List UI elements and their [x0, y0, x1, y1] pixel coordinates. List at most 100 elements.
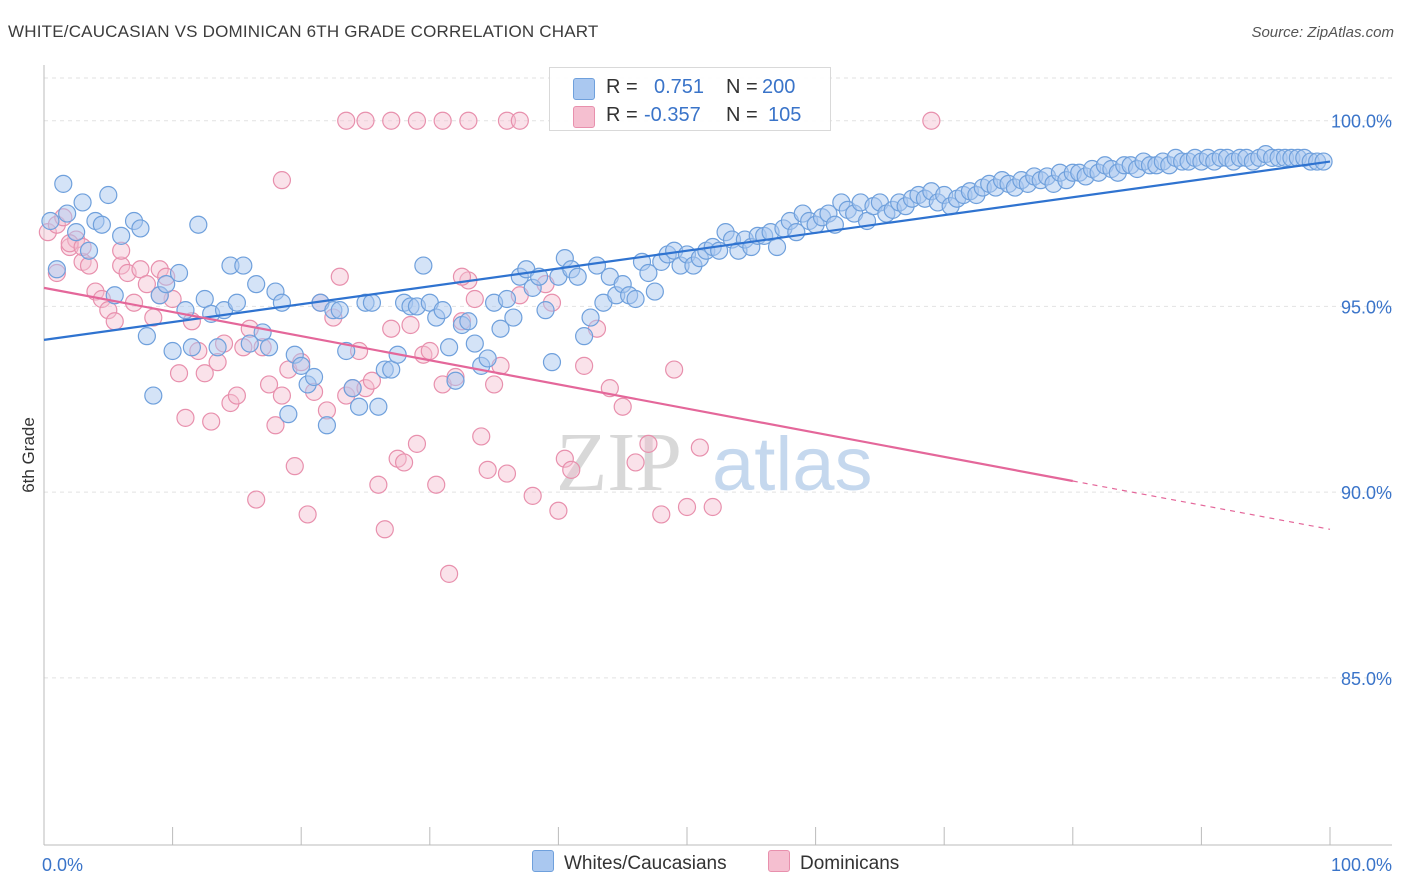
dominicans-trend-line [43, 286, 1074, 483]
white-point [227, 293, 246, 312]
dominican-point [176, 408, 195, 427]
white-point [99, 185, 118, 205]
dominicans-trend-extension [1072, 480, 1331, 530]
white-point [47, 260, 66, 279]
white-point [414, 256, 433, 275]
white-point [639, 263, 658, 283]
white-point [67, 223, 86, 242]
white-point [169, 263, 189, 283]
r-value: 0.751 [654, 76, 705, 98]
white-point [279, 405, 298, 424]
white-point [73, 193, 92, 212]
r-label: R = [606, 76, 638, 98]
white-point [504, 308, 523, 327]
n-value: 200 [762, 76, 796, 98]
y-tick-label: 100.0% [1331, 112, 1392, 132]
white-point [343, 379, 362, 398]
dominican-point [639, 434, 658, 453]
dominican-point [459, 111, 478, 130]
white-point [259, 338, 279, 357]
dominican-point [427, 475, 446, 494]
dominican-point [420, 341, 439, 361]
dominican-point [433, 111, 452, 130]
white-point [568, 267, 587, 286]
white-point [112, 226, 131, 245]
dominican-point [259, 375, 279, 394]
dominican-point [272, 386, 292, 405]
white-point [304, 367, 324, 387]
white-point [144, 386, 163, 405]
white-point [79, 241, 99, 260]
dominican-point [382, 111, 401, 130]
white-point [240, 334, 259, 353]
white-point [58, 204, 77, 223]
white-point [157, 275, 176, 294]
white-point [337, 341, 356, 361]
dominican-point [478, 460, 497, 479]
n-label: N = [726, 76, 758, 98]
white-point [234, 256, 253, 275]
white-point [497, 289, 517, 309]
dominican-point [626, 453, 645, 472]
white-point [433, 301, 452, 320]
dominican-point [465, 289, 484, 309]
dominican-point [472, 427, 491, 446]
dominican-point [677, 497, 697, 517]
white-point [439, 338, 459, 357]
axes [43, 65, 1392, 846]
dominican-point [510, 111, 529, 130]
white-point [587, 256, 607, 275]
dominican-point [665, 360, 684, 379]
y-tick-label: 95.0% [1341, 297, 1392, 317]
watermark: ZIP atlas [556, 416, 873, 509]
dominican-point [690, 438, 709, 457]
white-point [767, 237, 787, 257]
white-point [465, 334, 484, 353]
white-point [247, 275, 266, 294]
dominican-point [247, 490, 266, 509]
white-point [131, 219, 150, 238]
legend-item-dominicans: Dominicans [768, 850, 899, 875]
chart-title: WHITE/CAUCASIAN VS DOMINICAN 6TH GRADE C… [8, 22, 599, 41]
whites-trend-line [43, 160, 1331, 341]
x-tick-label-left: 0.0% [42, 855, 83, 875]
x-tick-label-right: 100.0% [1331, 855, 1392, 875]
white-point [542, 353, 562, 372]
y-axis-title: 6th Grade [19, 417, 38, 493]
n-value: 105 [768, 104, 802, 126]
watermark-zip: ZIP [556, 416, 682, 509]
dominican-point [394, 453, 414, 472]
blue-swatch [573, 78, 595, 100]
dominican-point [137, 275, 156, 294]
dominican-point [523, 486, 542, 505]
dominican-point [497, 111, 517, 130]
dominican-point [652, 505, 671, 524]
white-point [92, 215, 111, 234]
white-point [362, 293, 382, 312]
dominican-point [375, 520, 394, 539]
watermark-atlas: atlas [712, 422, 873, 507]
dominican-point [169, 364, 189, 383]
white-point [645, 282, 664, 301]
r-label: R = [606, 104, 638, 126]
dominican-point [112, 256, 131, 275]
legend-item-whites: Whites/Caucasians [532, 850, 727, 875]
dominican-point [382, 319, 401, 338]
white-point [137, 327, 156, 346]
white-point [189, 215, 208, 234]
dominican-point [337, 111, 356, 130]
white-point [536, 301, 555, 320]
dominican-point [407, 111, 427, 130]
white-point [626, 289, 645, 309]
dominican-point [105, 312, 124, 331]
white-point [292, 356, 311, 375]
n-label: N = [726, 104, 758, 126]
y-tick-label: 90.0% [1341, 483, 1392, 503]
dominican-point [439, 564, 459, 583]
dominican-point [497, 464, 517, 483]
dominican-point [401, 315, 420, 335]
pink-swatch [573, 106, 595, 128]
dominican-point [227, 386, 246, 405]
legend-label-whites: Whites/Caucasians [564, 853, 727, 874]
